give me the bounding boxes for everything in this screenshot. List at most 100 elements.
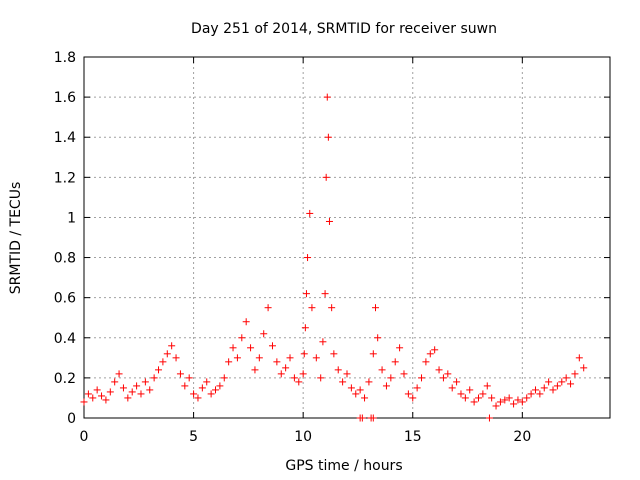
data-point (501, 396, 509, 404)
data-point (461, 394, 469, 402)
data-point (339, 378, 347, 386)
data-point (119, 384, 127, 392)
y-tick-label: 0.4 (54, 331, 76, 347)
data-point (444, 370, 452, 378)
data-point (575, 354, 583, 362)
data-point (102, 396, 110, 404)
data-point (387, 374, 395, 382)
data-point (124, 394, 132, 402)
data-point (89, 394, 97, 402)
data-point (426, 350, 434, 358)
data-point (302, 290, 310, 298)
data-point (233, 354, 241, 362)
data-point (115, 370, 123, 378)
data-point (382, 382, 390, 390)
data-point (93, 386, 101, 394)
data-point (431, 346, 439, 354)
data-point (485, 414, 493, 422)
data-point (378, 366, 386, 374)
y-tick-label: 0.2 (54, 371, 76, 387)
data-point (286, 354, 294, 362)
data-point (146, 386, 154, 394)
data-point (325, 217, 333, 225)
data-point (247, 344, 255, 352)
data-point (567, 380, 575, 388)
data-point (185, 374, 193, 382)
data-point (330, 350, 338, 358)
data-point (212, 386, 219, 394)
data-point (328, 304, 336, 312)
data-point (168, 342, 176, 350)
data-point (492, 402, 500, 410)
data-point (457, 390, 465, 398)
data-point (352, 390, 360, 398)
data-point (562, 374, 570, 382)
data-point (483, 382, 491, 390)
data-point (413, 384, 421, 392)
data-point (319, 338, 327, 346)
data-point (264, 304, 272, 312)
data-point (409, 394, 417, 402)
data-point (295, 378, 303, 386)
data-point (365, 378, 373, 386)
data-point (238, 334, 246, 342)
x-tick-label: 15 (404, 429, 422, 445)
data-point (194, 394, 202, 402)
data-point (435, 366, 443, 374)
x-axis-label: GPS time / hours (285, 458, 402, 474)
data-point (580, 364, 588, 372)
data-point (536, 390, 544, 398)
data-point (466, 386, 474, 394)
x-tick-label: 5 (189, 429, 198, 445)
data-point (371, 304, 379, 312)
data-point (155, 366, 163, 374)
data-point (229, 344, 237, 352)
data-point (304, 254, 312, 262)
data-point (321, 290, 329, 298)
data-point (317, 374, 325, 382)
data-point (300, 350, 308, 358)
x-tick-label: 10 (294, 429, 312, 445)
data-point (106, 388, 114, 396)
x-axis-ticks: 0 5 10 15 20 (80, 57, 531, 445)
data-point (150, 374, 158, 382)
data-point (475, 394, 482, 402)
plot-frame (83, 56, 611, 419)
data-point (418, 374, 426, 382)
data-point (255, 354, 263, 362)
data-point (400, 370, 408, 378)
data-point (439, 374, 447, 382)
data-point (290, 374, 298, 382)
data-point (453, 378, 461, 386)
data-point (510, 400, 518, 408)
data-point (396, 344, 404, 352)
data-point (277, 370, 285, 378)
y-axis-label: SRMTID / TECUs (8, 182, 24, 295)
data-point (549, 386, 557, 394)
x-tick-label: 0 (80, 429, 89, 445)
chart-title: Day 251 of 2014, SRMTID for receiver suw… (191, 21, 497, 37)
grid-lines (84, 57, 610, 418)
data-point (301, 324, 309, 332)
y-tick-label: 1.6 (54, 90, 76, 106)
data-point (358, 414, 366, 422)
data-point (323, 93, 331, 101)
data-point (176, 370, 184, 378)
data-point (137, 390, 145, 398)
data-point (207, 390, 215, 398)
data-point (523, 394, 531, 402)
data-point (308, 304, 316, 312)
y-tick-label: 1.4 (54, 130, 76, 146)
data-point (225, 358, 233, 366)
data-point (527, 390, 535, 398)
data-point (488, 394, 496, 402)
data-point (220, 374, 228, 382)
data-point (268, 342, 276, 350)
data-point (133, 382, 141, 390)
data-point (422, 358, 430, 366)
data-point (369, 414, 377, 422)
data-point (260, 330, 268, 338)
data-point (531, 386, 539, 394)
y-tick-label: 0.6 (54, 291, 76, 307)
data-point (518, 398, 526, 406)
